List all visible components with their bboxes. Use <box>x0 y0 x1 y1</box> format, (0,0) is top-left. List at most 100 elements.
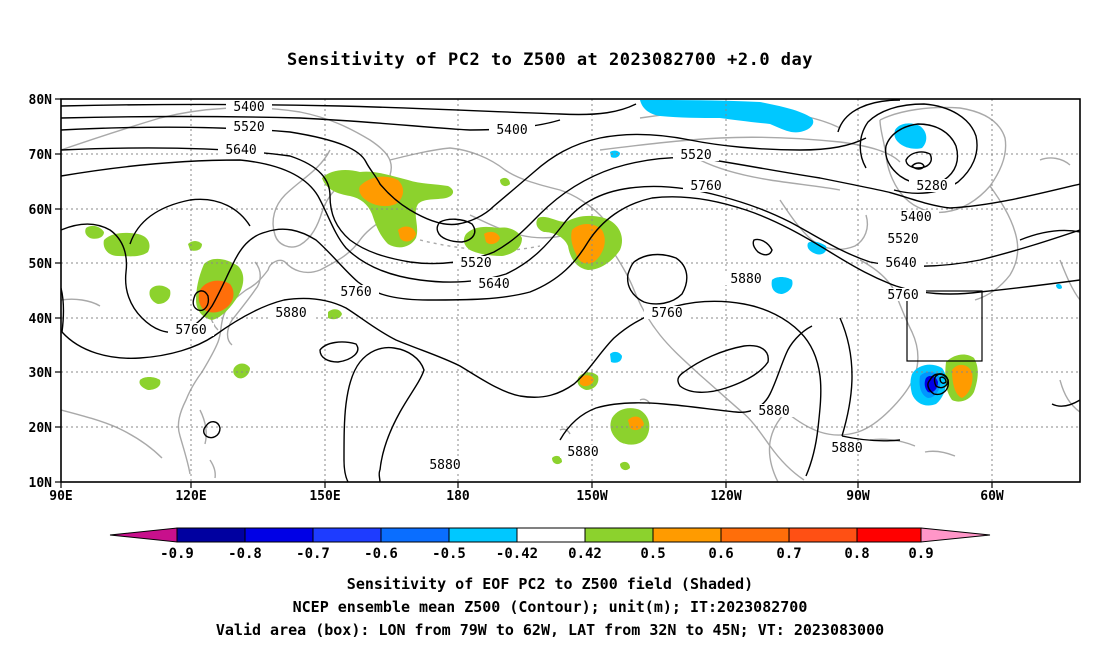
shade-positive-low <box>103 232 150 257</box>
shade-positive-mid <box>398 226 416 242</box>
contour-label: 5880 <box>567 445 598 460</box>
lon-tick-label: 120E <box>175 489 206 504</box>
colorbar-swatch <box>448 527 518 543</box>
contour-label: 5640 <box>225 143 256 158</box>
contour-label: 5520 <box>233 120 264 135</box>
colorbar-label: 0.9 <box>908 546 933 562</box>
valid-area-box <box>906 290 983 362</box>
colorbar-label: 0.42 <box>568 546 602 562</box>
contour-label: 5760 <box>651 306 682 321</box>
contour-5520 <box>61 147 1080 265</box>
colorbar-label: -0.5 <box>432 546 466 562</box>
contour-label: 5520 <box>887 232 918 247</box>
lat-tick-label: 10N <box>29 476 53 491</box>
shade-positive-low <box>188 241 202 251</box>
lat-tick-label: 80N <box>29 93 53 108</box>
contour-label: 5520 <box>680 148 711 163</box>
shade-negative-low <box>771 277 793 294</box>
colorbar-swatch <box>856 527 922 543</box>
shade-positive-low <box>640 100 814 133</box>
shade-negative-low <box>1056 284 1062 289</box>
contour-label: 5880 <box>831 441 862 456</box>
contour-label: 5280 <box>916 179 947 194</box>
colorbar-swatch <box>584 527 654 543</box>
colorbar-label: -0.7 <box>296 546 330 562</box>
colorbar-tip-negative <box>109 527 178 543</box>
contour-label: 5760 <box>175 323 206 338</box>
colorbar-swatch <box>244 527 314 543</box>
contour-label: 5760 <box>690 179 721 194</box>
shade-positive-mid <box>952 364 973 398</box>
shade-negative-low <box>807 241 827 255</box>
map-frame <box>60 98 1081 483</box>
colorbar-swatch <box>788 527 858 543</box>
contour-label: 5400 <box>900 210 931 225</box>
lon-tick-label: 90W <box>846 489 870 504</box>
shade-positive-low <box>328 309 342 320</box>
colorbar-label: -0.8 <box>228 546 262 562</box>
contour-label: 5400 <box>233 100 264 115</box>
shade-negative-low <box>894 123 927 149</box>
colorbar-swatch <box>380 527 450 543</box>
contour-label: 5760 <box>887 288 918 303</box>
colorbar-swatch <box>312 527 382 543</box>
contour-5880 <box>61 297 822 477</box>
contour-label: 5520 <box>460 256 491 271</box>
contour-5760 <box>61 196 1080 334</box>
caption-valid-area: Valid area (box): LON from 79W to 62W, L… <box>215 621 885 639</box>
colorbar-label: -0.6 <box>364 546 398 562</box>
shade-positive-mid <box>484 231 500 245</box>
colorbar-label: -0.42 <box>496 546 538 562</box>
shade-positive-low <box>500 177 510 187</box>
colorbar-swatch <box>176 527 246 543</box>
colorbar-label: 0.6 <box>708 546 733 562</box>
colorbar-label: 0.8 <box>844 546 869 562</box>
colorbar-swatch <box>516 527 586 543</box>
lon-tick-label: 120W <box>710 489 741 504</box>
contour-label: 5640 <box>478 277 509 292</box>
map-title: Sensitivity of PC2 to Z500 at 2023082700… <box>286 50 813 70</box>
shade-positive-low <box>85 225 104 239</box>
shade-positive-low <box>233 363 250 379</box>
lon-tick-label: 60W <box>980 489 1004 504</box>
shade-positive-low <box>149 285 171 304</box>
lat-tick-label: 40N <box>29 312 53 327</box>
shade-positive-mid <box>580 375 594 387</box>
colorbar-label: 0.5 <box>640 546 665 562</box>
lon-tick-label: 150W <box>576 489 607 504</box>
contour-labels: 5400 5520 5640 5400 5520 5760 5280 5400 … <box>168 100 955 473</box>
lon-tick-label: 90E <box>49 489 72 504</box>
shade-positive-low <box>620 461 630 471</box>
contour-label: 5400 <box>496 123 527 138</box>
colorbar-label: 0.7 <box>776 546 801 562</box>
colorbar-label: -0.9 <box>160 546 194 562</box>
lat-tick-label: 30N <box>29 366 53 381</box>
z500-contours <box>61 99 1080 482</box>
colorbar: -0.9 -0.8 -0.7 -0.6 -0.5 -0.42 0.42 0.5 … <box>109 527 991 562</box>
lon-tick-label: 150E <box>309 489 340 504</box>
lat-tick-label: 60N <box>29 203 53 218</box>
caption-shaded: Sensitivity of EOF PC2 to Z500 field (Sh… <box>346 575 754 593</box>
colorbar-swatch <box>652 527 722 543</box>
colorbar-tip-positive <box>920 527 991 543</box>
lat-tick-label: 50N <box>29 257 53 272</box>
contour-label: 5880 <box>730 272 761 287</box>
contour-5640 <box>61 159 1080 283</box>
contour-label: 5880 <box>429 458 460 473</box>
contour-label: 5760 <box>340 285 371 300</box>
contour-label: 5880 <box>275 306 306 321</box>
contour-label: 5880 <box>758 404 789 419</box>
lat-tick-label: 20N <box>29 421 53 436</box>
contour-label: 5640 <box>885 256 916 271</box>
shade-negative-low <box>610 351 622 363</box>
shade-positive-low <box>552 455 562 465</box>
lon-axis-labels: 90E 120E 150E 180 150W 120W 90W 60W <box>49 489 1004 504</box>
caption-contour: NCEP ensemble mean Z500 (Contour); unit(… <box>292 598 808 616</box>
colorbar-swatch <box>720 527 790 543</box>
lon-tick-label: 180 <box>446 489 470 504</box>
lat-tick-label: 70N <box>29 148 53 163</box>
shade-positive-mid <box>359 176 404 207</box>
shade-positive-low <box>139 377 161 390</box>
contour-5400-west <box>61 103 637 116</box>
